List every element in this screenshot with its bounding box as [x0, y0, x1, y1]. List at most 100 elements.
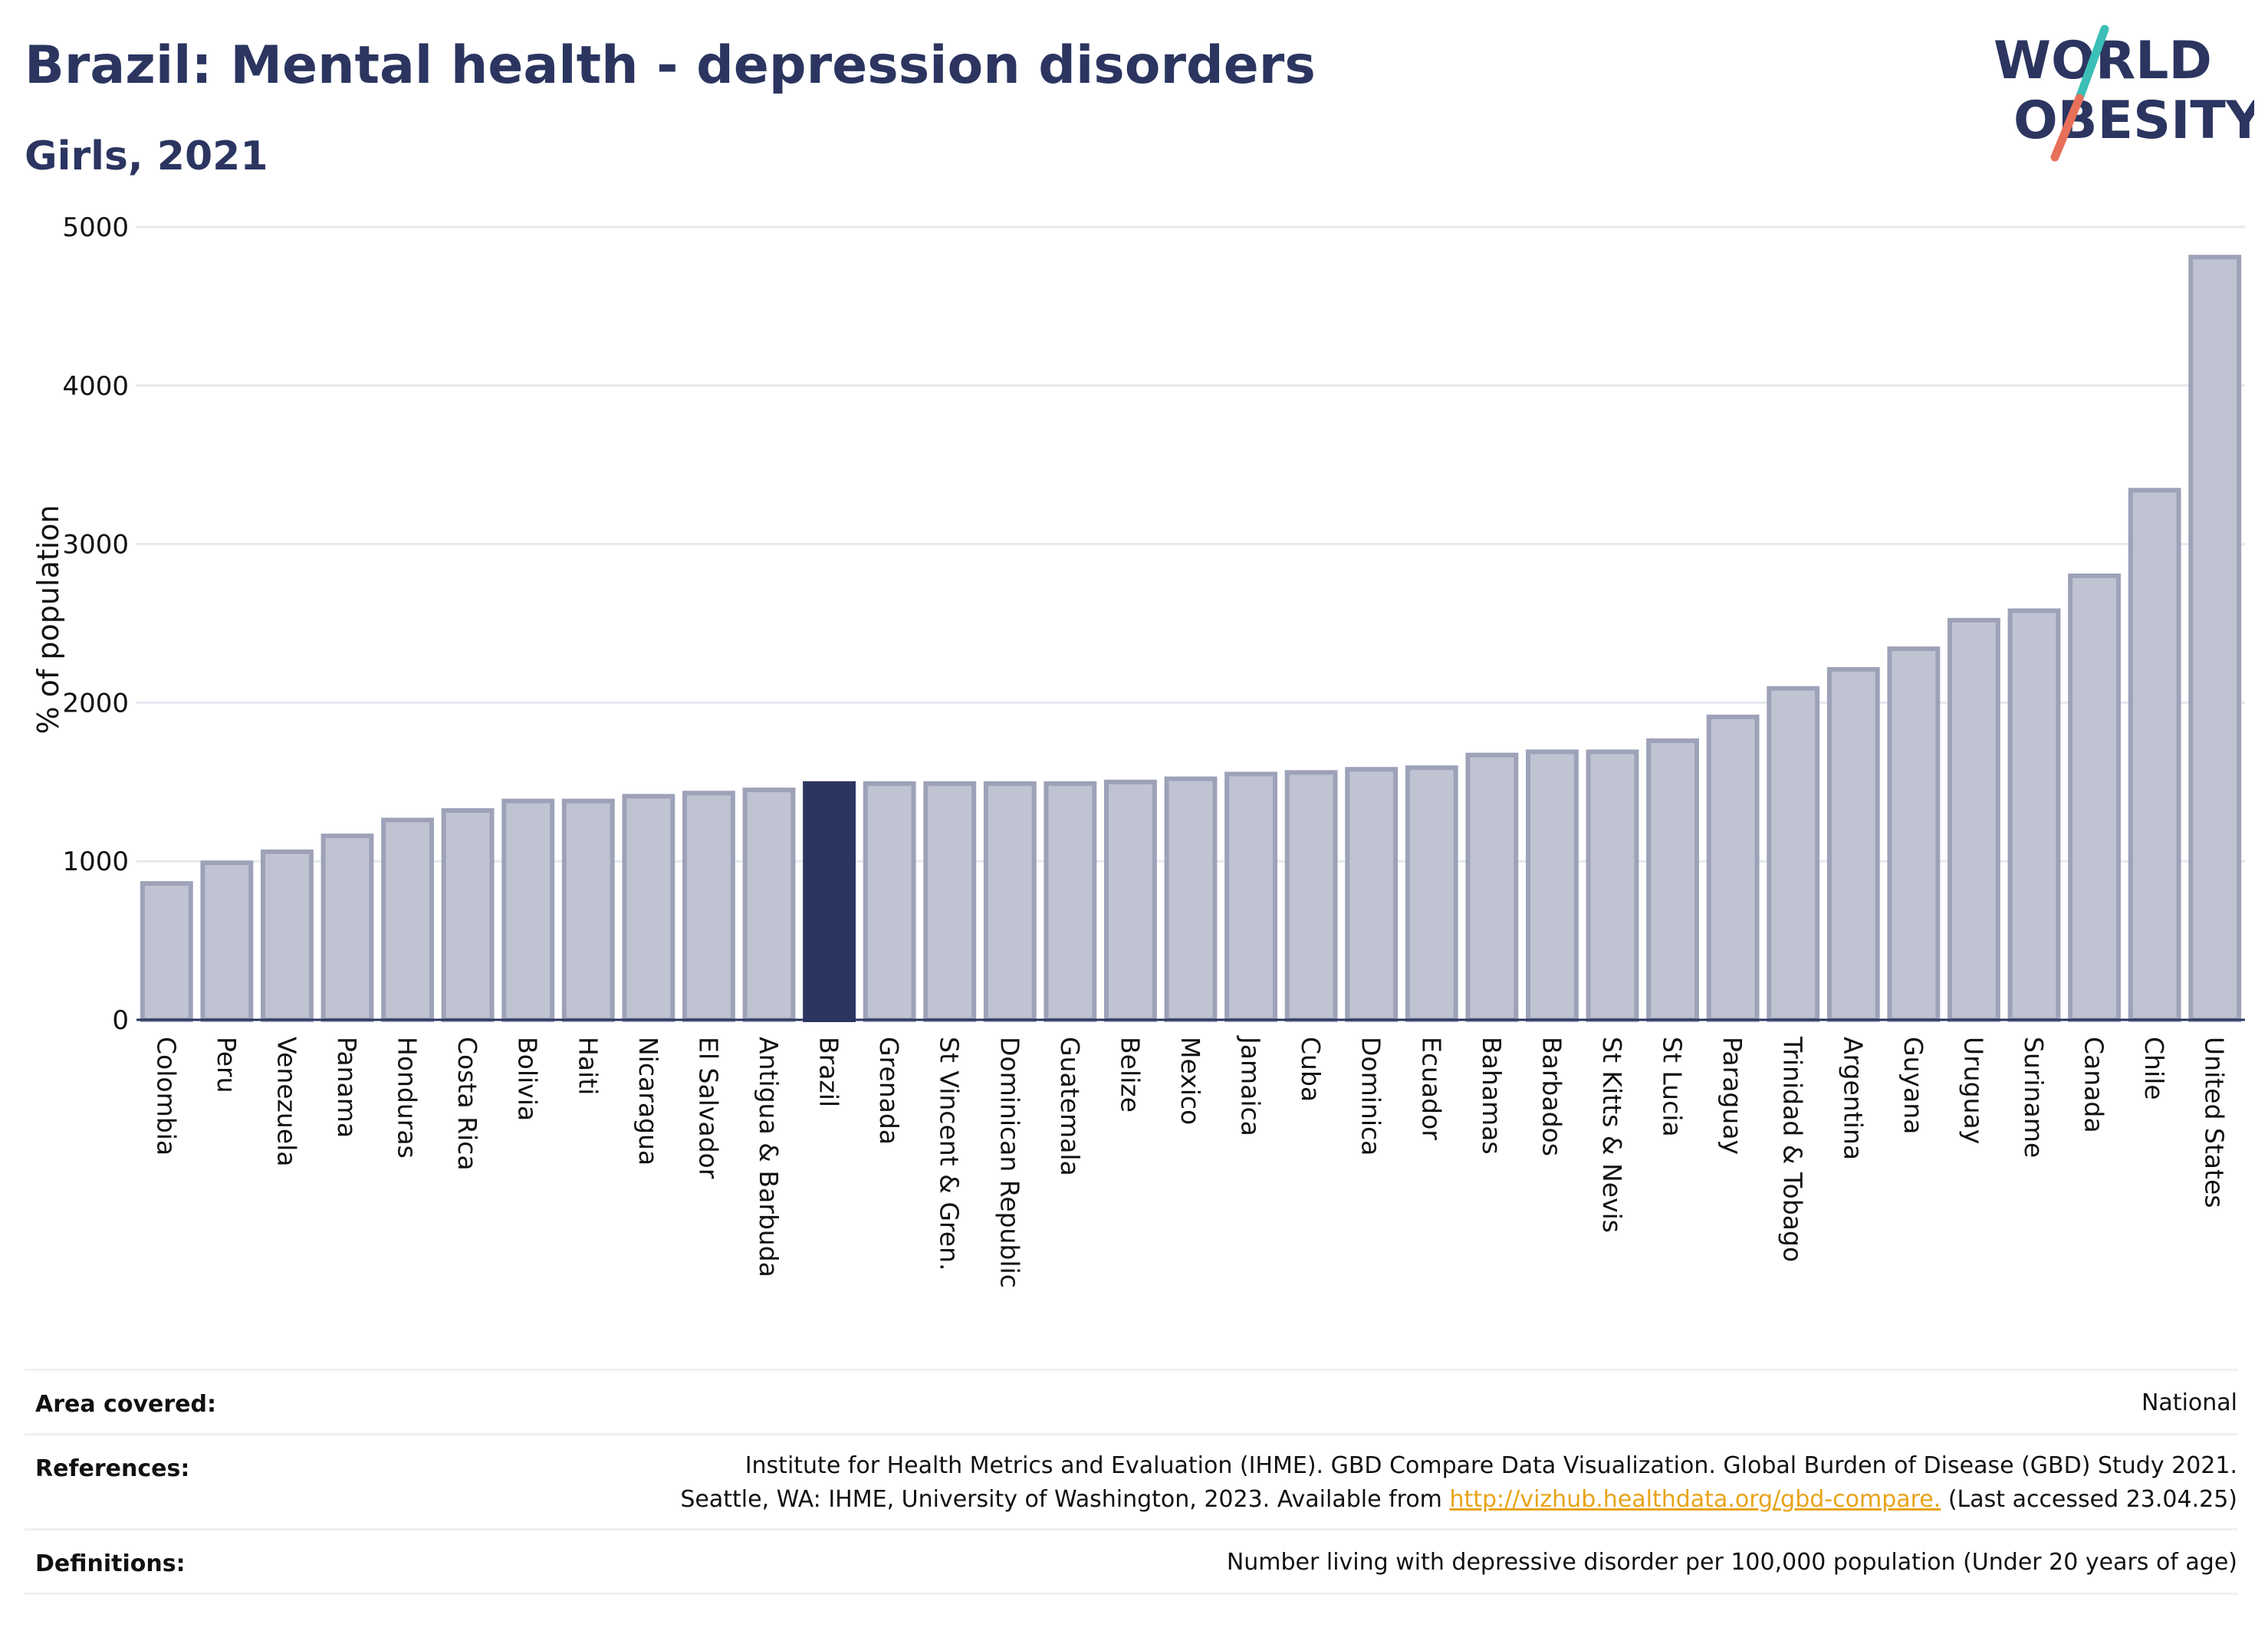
x-tick-label-honduras: Honduras	[393, 1037, 422, 1159]
definitions-label: Definitions:	[35, 1550, 186, 1577]
x-tick-label-ecuador: Ecuador	[1416, 1037, 1446, 1140]
x-tick-label-suriname: Suriname	[2019, 1037, 2049, 1158]
logo-text-obesity: OBESITY	[2013, 90, 2254, 151]
bar-brazil	[803, 781, 856, 1022]
area-covered-label: Area covered:	[35, 1391, 216, 1418]
world-obesity-logo: WORLD OBESITY	[1994, 25, 2254, 162]
bar-st-kitts-nevis	[1586, 749, 1639, 1022]
bar-uruguay	[1948, 617, 2000, 1022]
bar-cuba	[1284, 770, 1338, 1023]
references-line-2-post: (Last accessed 23.04.25)	[1941, 1486, 2237, 1513]
x-tick-label-st-vincent-gren-: St Vincent & Gren.	[935, 1037, 965, 1271]
x-tick-label-barbados: Barbados	[1537, 1037, 1566, 1156]
bar-guatemala	[1044, 781, 1097, 1022]
x-tick-label-colombia: Colombia	[151, 1037, 181, 1156]
bar-chile	[2128, 488, 2181, 1022]
x-tick-label-costa-rica: Costa Rica	[452, 1037, 482, 1171]
x-tick-label-nicaragua: Nicaragua	[633, 1037, 663, 1165]
x-tick-label-haiti: Haiti	[573, 1037, 603, 1095]
x-tick-label-antigua-barbuda: Antigua & Barbuda	[754, 1037, 784, 1277]
bar-panama	[320, 833, 374, 1023]
x-tick-label-st-lucia: St Lucia	[1658, 1037, 1688, 1137]
x-tick-label-jamaica: Jamaica	[1236, 1035, 1266, 1136]
bar-colombia	[140, 881, 193, 1022]
x-tick-label-st-kitts-nevis: St Kitts & Nevis	[1597, 1037, 1627, 1233]
x-tick-label-mexico: Mexico	[1175, 1037, 1205, 1125]
bar-peru	[200, 860, 254, 1022]
references-line-2: Seattle, WA: IHME, University of Washing…	[680, 1483, 2237, 1517]
chart-title: Brazil: Mental health - depression disor…	[25, 35, 1316, 96]
x-tick-label-chile: Chile	[2139, 1037, 2169, 1100]
category-labels: Colombia Peru Venezuela Panama Honduras Costa…	[151, 1035, 2229, 1288]
y-axis-label: % of population	[31, 505, 65, 734]
bar-dominica	[1345, 767, 1399, 1022]
bar-el-salvador	[682, 791, 735, 1022]
x-tick-label-grenada: Grenada	[874, 1037, 904, 1145]
x-tick-label-brazil: Brazil	[814, 1037, 844, 1107]
x-tick-label-united-states: United States	[2200, 1037, 2230, 1208]
x-tick-label-cuba: Cuba	[1296, 1037, 1326, 1102]
footer-row-area: Area covered: National	[25, 1369, 2237, 1435]
bar-haiti	[561, 798, 615, 1022]
x-tick-label-paraguay: Paraguay	[1717, 1037, 1747, 1155]
x-tick-label-bahamas: Bahamas	[1477, 1037, 1507, 1155]
y-tick-label-5000: 5000	[62, 212, 129, 243]
bar-dominican-republic	[983, 781, 1037, 1022]
references-line-2-pre: Seattle, WA: IHME, University of Washing…	[680, 1486, 1450, 1513]
logo-slash-teal	[2075, 25, 2109, 103]
y-tick-label-0: 0	[112, 1005, 129, 1036]
bar-costa-rica	[441, 808, 495, 1023]
x-tick-label-bolivia: Bolivia	[513, 1037, 543, 1121]
definitions-value: Number living with depressive disorder p…	[1226, 1549, 2237, 1576]
x-tick-label-dominica: Dominica	[1356, 1037, 1386, 1156]
bar-trinidad-tobago	[1767, 685, 1820, 1023]
bar-argentina	[1826, 666, 1880, 1022]
bar-barbados	[1526, 749, 1579, 1022]
bar-ecuador	[1405, 765, 1458, 1022]
bar-jamaica	[1224, 771, 1277, 1023]
bar-bolivia	[501, 798, 555, 1022]
bar-st-vincent-gren-	[923, 781, 977, 1022]
bar-nicaragua	[622, 794, 675, 1022]
x-tick-label-belize: Belize	[1115, 1037, 1145, 1113]
logo-slash-coral	[2050, 94, 2084, 162]
x-tick-label-panama: Panama	[332, 1037, 362, 1138]
x-tick-label-guatemala: Guatemala	[1055, 1037, 1085, 1176]
bars	[140, 255, 2242, 1023]
bar-paraguay	[1706, 715, 1760, 1023]
bar-bahamas	[1465, 752, 1519, 1022]
bar-grenada	[863, 781, 916, 1022]
bar-venezuela	[261, 849, 314, 1022]
y-tick-label-3000: 3000	[62, 530, 129, 561]
bar-honduras	[381, 817, 434, 1022]
bar-antigua-barbuda	[742, 787, 796, 1022]
x-tick-label-peru: Peru	[212, 1037, 242, 1093]
x-tick-label-canada: Canada	[2079, 1037, 2109, 1133]
bar-guyana	[1887, 646, 1941, 1022]
footer-bottom-rule	[25, 1593, 2237, 1595]
bar-mexico	[1164, 776, 1218, 1022]
references-link[interactable]: http://vizhub.healthdata.org/gbd-compare…	[1449, 1486, 1941, 1513]
bar-belize	[1104, 779, 1157, 1022]
y-tick-label-4000: 4000	[62, 371, 129, 402]
axes: 0 1000 2000 3000 4000 5000	[62, 212, 2245, 1036]
bar-canada	[2068, 573, 2121, 1022]
x-tick-label-argentina: Argentina	[1838, 1037, 1868, 1160]
references-line-1: Institute for Health Metrics and Evaluat…	[744, 1452, 2237, 1479]
x-tick-label-trinidad-tobago: Trinidad & Tobago	[1778, 1036, 1808, 1262]
x-tick-label-uruguay: Uruguay	[1958, 1037, 1988, 1144]
bar-chart: 0 1000 2000 3000 4000 5000 Colombia Peru Venezu…	[31, 212, 2245, 1288]
y-tick-label-2000: 2000	[62, 688, 129, 718]
area-covered-value: National	[2141, 1389, 2237, 1416]
footer-row-definitions: Definitions: Number living with depressi…	[25, 1528, 2237, 1595]
x-tick-label-guyana: Guyana	[1898, 1037, 1928, 1134]
x-tick-label-venezuela: Venezuela	[271, 1037, 301, 1166]
references-value: Institute for Health Metrics and Evaluat…	[680, 1449, 2237, 1517]
x-tick-label-dominican-republic: Dominican Republic	[994, 1037, 1024, 1288]
y-tick-label-1000: 1000	[62, 847, 129, 877]
x-tick-label-el-salvador: El Salvador	[693, 1037, 723, 1179]
footer-row-references: References: Institute for Health Metrics…	[25, 1433, 2237, 1530]
chart-subtitle: Girls, 2021	[25, 133, 268, 179]
bar-united-states	[2188, 255, 2242, 1022]
references-label: References:	[35, 1455, 190, 1482]
